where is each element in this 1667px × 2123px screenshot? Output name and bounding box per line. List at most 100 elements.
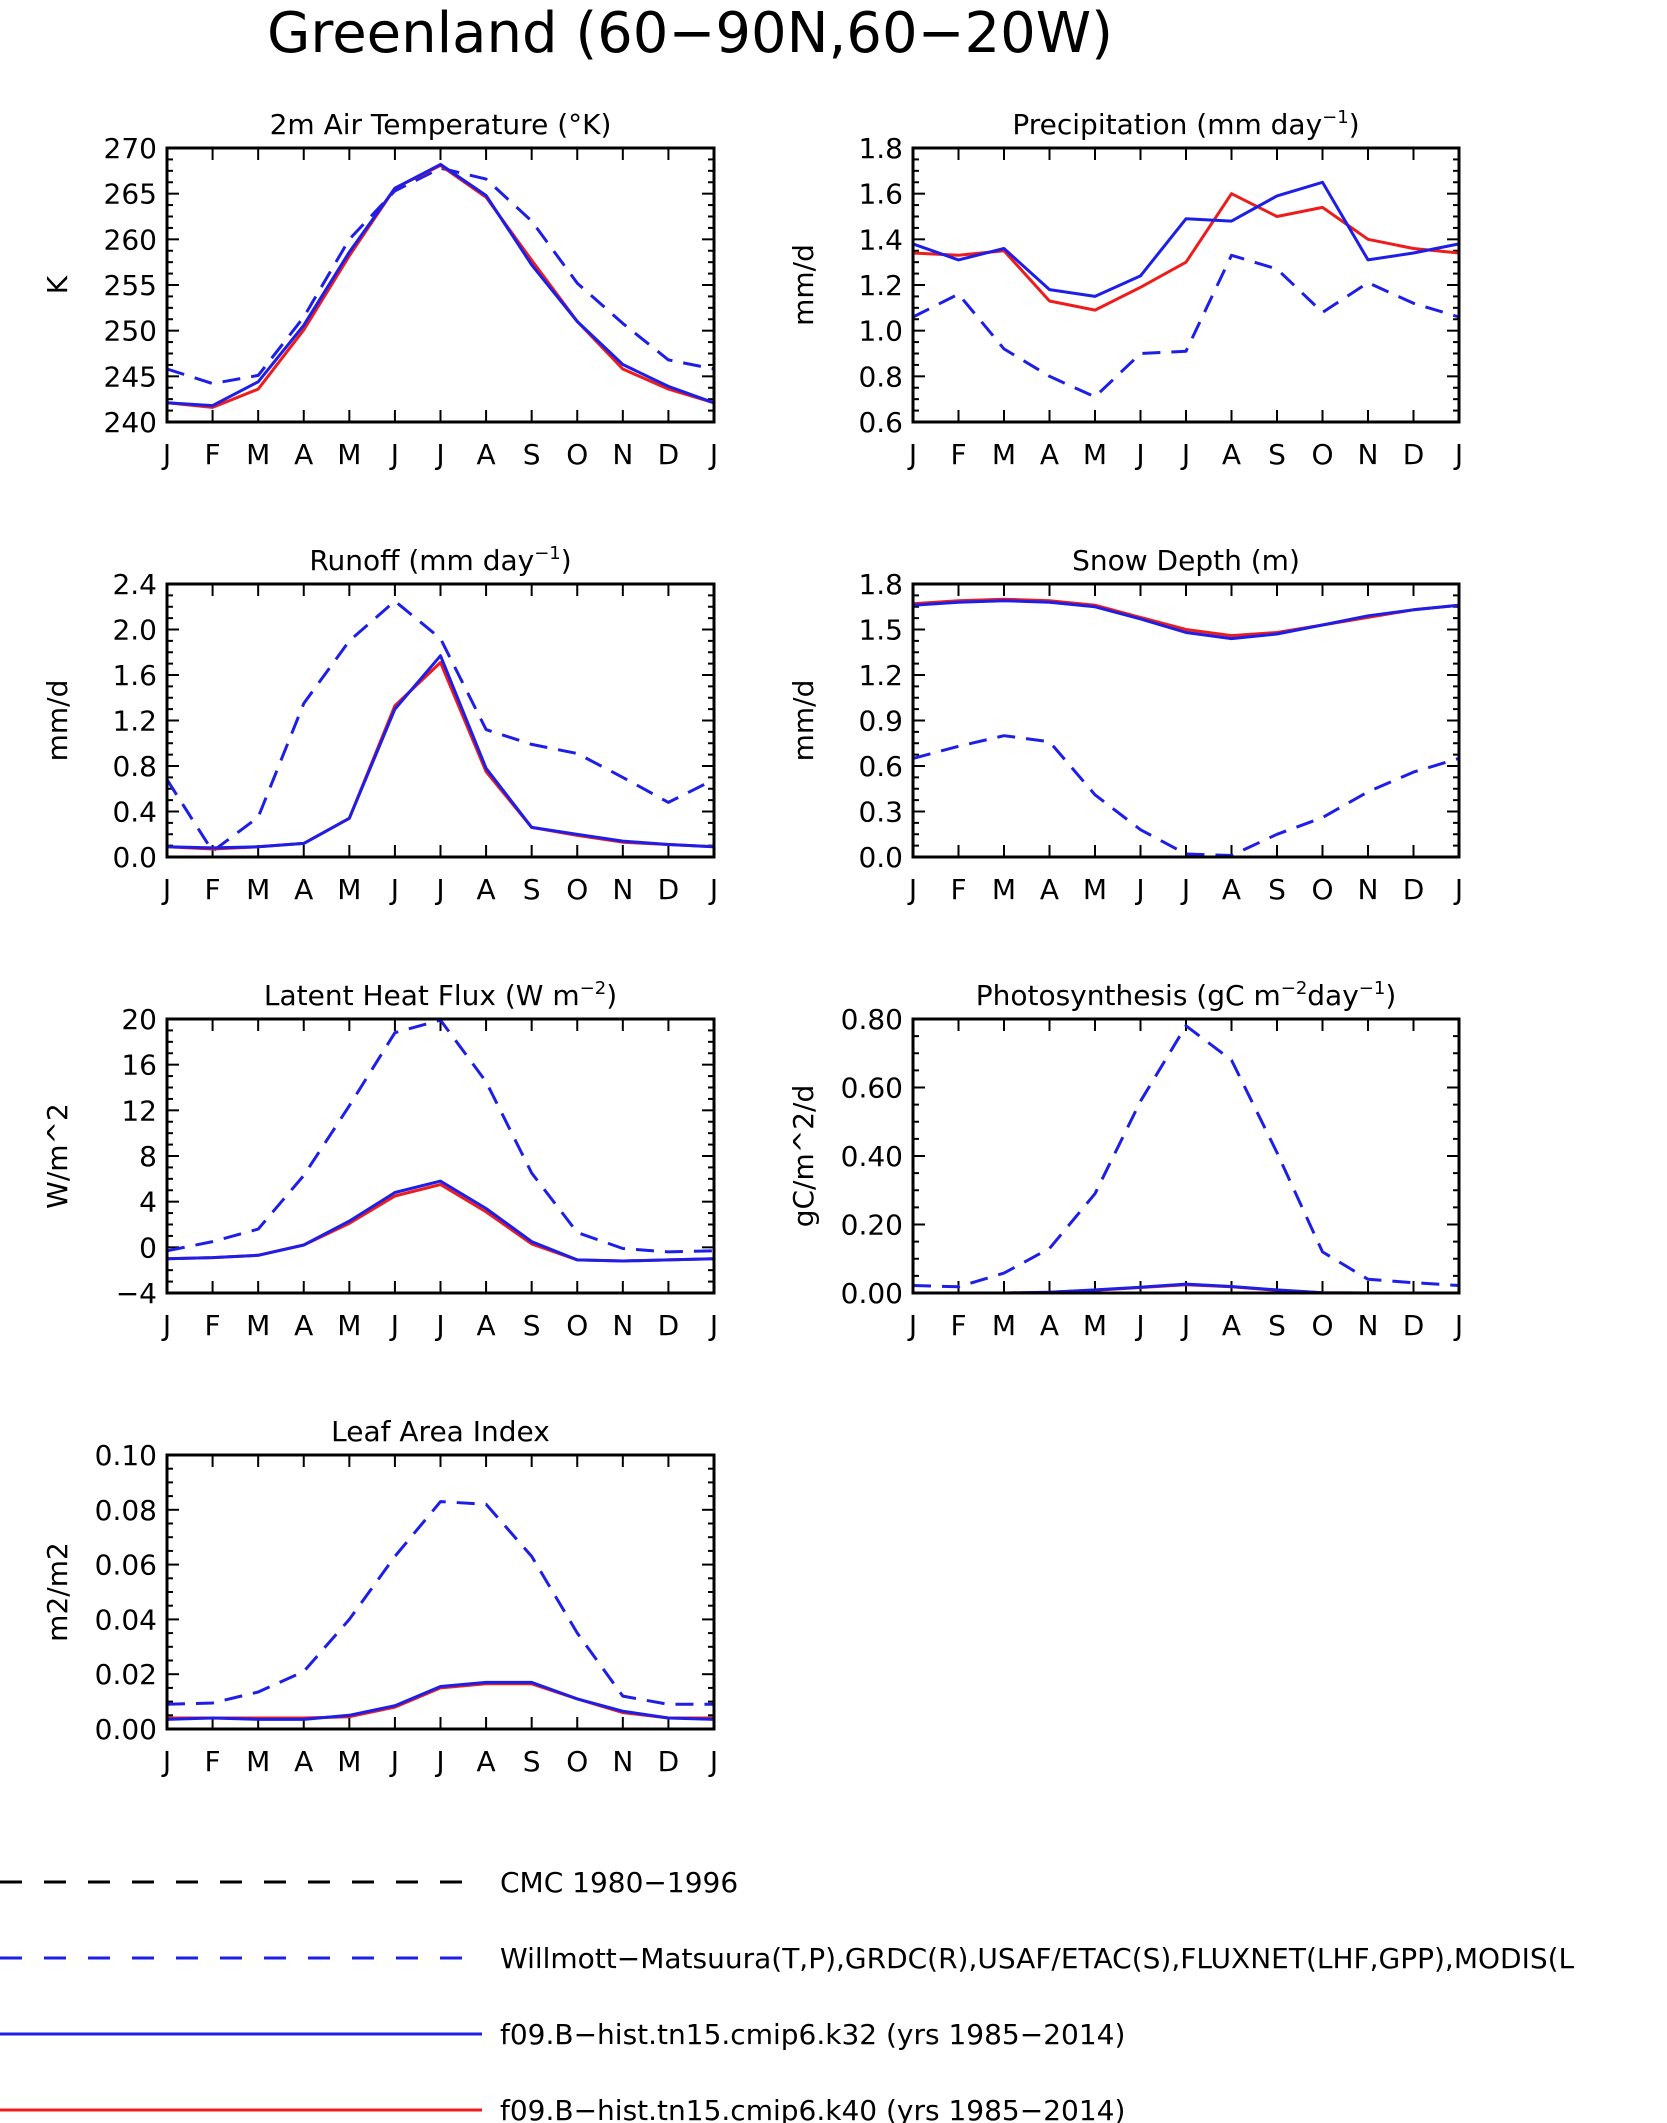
panel-title: Photosynthesis (gC m−2day−1) — [976, 978, 1397, 1012]
y-tick-label: 4 — [139, 1186, 157, 1219]
y-tick-label: 0.06 — [95, 1549, 157, 1582]
series-line-obs — [912, 734, 1460, 857]
y-tick-label: 0 — [139, 1231, 157, 1264]
x-tick-label: N — [1358, 438, 1379, 471]
y-tick-label: 2.4 — [112, 568, 157, 601]
x-tick-label: M — [246, 1309, 270, 1342]
x-tick-label: A — [294, 438, 313, 471]
x-tick-label: J — [434, 438, 444, 471]
x-tick-label: J — [907, 438, 917, 471]
x-tick-label: A — [294, 1745, 313, 1778]
x-tick-label: M — [992, 438, 1016, 471]
x-tick-label: S — [523, 438, 541, 471]
panels: 2m Air Temperature (°K) K 240 245 250 255 260 2… — [41, 107, 1463, 1778]
x-tick-label: J — [1180, 1309, 1190, 1342]
y-tick-label: 1.2 — [858, 269, 903, 302]
x-tick-label: F — [205, 438, 221, 471]
series-line-obs — [165, 599, 715, 853]
x-tick-label: J — [434, 873, 444, 906]
plot-frame — [165, 582, 716, 859]
x-tick-label: F — [205, 873, 221, 906]
series-line-obs — [166, 1018, 715, 1254]
panel-7: Leaf Area Index m2/m2 0.00 0.02 0.04 0.06 0.08… — [41, 1415, 718, 1778]
series-line-k40 — [912, 597, 1460, 638]
x-tick-label: S — [523, 873, 541, 906]
x-tick-label: F — [205, 1309, 221, 1342]
panel-title: 2m Air Temperature (°K) — [270, 108, 612, 141]
legend-label-obs: Willmott−Matsuura(T,P),GRDC(R),USAF/ETAC… — [500, 1942, 1575, 1975]
x-tick-label: J — [708, 438, 718, 471]
series-line-obs — [166, 1500, 714, 1706]
x-tick-label: A — [1040, 873, 1059, 906]
x-tick-label: J — [1180, 438, 1190, 471]
y-tick-label: 1.8 — [858, 568, 903, 601]
y-tick-label: 0.3 — [858, 796, 903, 829]
y-tick-label: 0.00 — [841, 1277, 903, 1310]
y-tick-label: 1.2 — [112, 705, 157, 738]
y-tick-label: 0.8 — [858, 360, 903, 393]
x-tick-label: J — [708, 873, 718, 906]
x-tick-label: N — [612, 873, 633, 906]
x-tick-label: D — [658, 1745, 680, 1778]
x-tick-label: D — [658, 1309, 680, 1342]
x-tick-label: M — [337, 873, 361, 906]
figure-title: Greenland (60−90N,60−20W) — [267, 1, 1113, 66]
y-axis-label: m2/m2 — [41, 1542, 74, 1642]
y-tick-label: 0.4 — [112, 796, 157, 829]
panel-4: Snow Depth (m) mm/d 0.0 0.3 0.6 0.9 1.2 1.5 1.8 J… — [787, 544, 1463, 906]
x-tick-label: M — [992, 1309, 1016, 1342]
series-line-k32 — [166, 654, 715, 850]
x-tick-label: J — [389, 1745, 399, 1778]
x-tick-label: M — [992, 873, 1016, 906]
x-tick-label: J — [434, 1745, 444, 1778]
x-tick-label: A — [1222, 1309, 1241, 1342]
x-tick-label: M — [246, 873, 270, 906]
y-axis-label: W/m^2 — [41, 1103, 74, 1209]
x-tick-label: J — [389, 1309, 399, 1342]
x-tick-label: A — [477, 873, 496, 906]
y-tick-label: 0.6 — [858, 406, 903, 439]
x-tick-label: S — [1268, 1309, 1286, 1342]
y-tick-label: 0.0 — [112, 841, 157, 874]
y-tick-label: 1.6 — [112, 659, 157, 692]
y-tick-label: 0.40 — [841, 1140, 903, 1173]
series-line-k32 — [912, 180, 1460, 298]
x-tick-label: M — [337, 1309, 361, 1342]
x-tick-label: A — [294, 873, 313, 906]
x-tick-label: O — [566, 438, 588, 471]
x-tick-label: N — [1358, 1309, 1379, 1342]
x-tick-label: F — [205, 1745, 221, 1778]
x-tick-label: J — [161, 1745, 171, 1778]
plot-frame — [165, 146, 716, 424]
series-line-obs — [166, 166, 715, 386]
y-tick-label: 0.0 — [858, 841, 903, 874]
x-tick-label: J — [1453, 438, 1463, 471]
y-tick-label: 1.8 — [858, 132, 903, 165]
x-tick-label: D — [658, 873, 680, 906]
series-line-k32 — [166, 1179, 715, 1263]
x-tick-label: S — [1268, 873, 1286, 906]
x-tick-label: A — [477, 1745, 496, 1778]
x-tick-label: O — [1311, 873, 1333, 906]
plot-frame — [165, 1017, 716, 1295]
x-tick-label: S — [523, 1745, 541, 1778]
x-tick-label: J — [1453, 873, 1463, 906]
y-axis-label: mm/d — [787, 244, 820, 326]
series-line-k40 — [166, 1183, 715, 1263]
x-tick-label: A — [1040, 1309, 1059, 1342]
series-line-k32 — [912, 599, 1460, 641]
y-tick-label: 16 — [121, 1049, 157, 1082]
y-axis-label: mm/d — [41, 680, 74, 762]
y-axis-label: gC/m^2/d — [787, 1085, 820, 1228]
y-tick-label: 0.02 — [95, 1658, 157, 1691]
y-tick-label: 0.10 — [95, 1439, 157, 1472]
x-tick-label: F — [950, 873, 966, 906]
x-tick-label: O — [566, 1745, 588, 1778]
panel-5: Latent Heat Flux (W m−2) W/m^2 −4 0 4 8 12 16 20… — [41, 978, 718, 1342]
y-tick-label: 1.2 — [858, 659, 903, 692]
x-tick-label: M — [337, 1745, 361, 1778]
y-axis-label: mm/d — [787, 680, 820, 762]
x-tick-label: J — [1453, 1309, 1463, 1342]
series-line-obs — [912, 253, 1460, 399]
